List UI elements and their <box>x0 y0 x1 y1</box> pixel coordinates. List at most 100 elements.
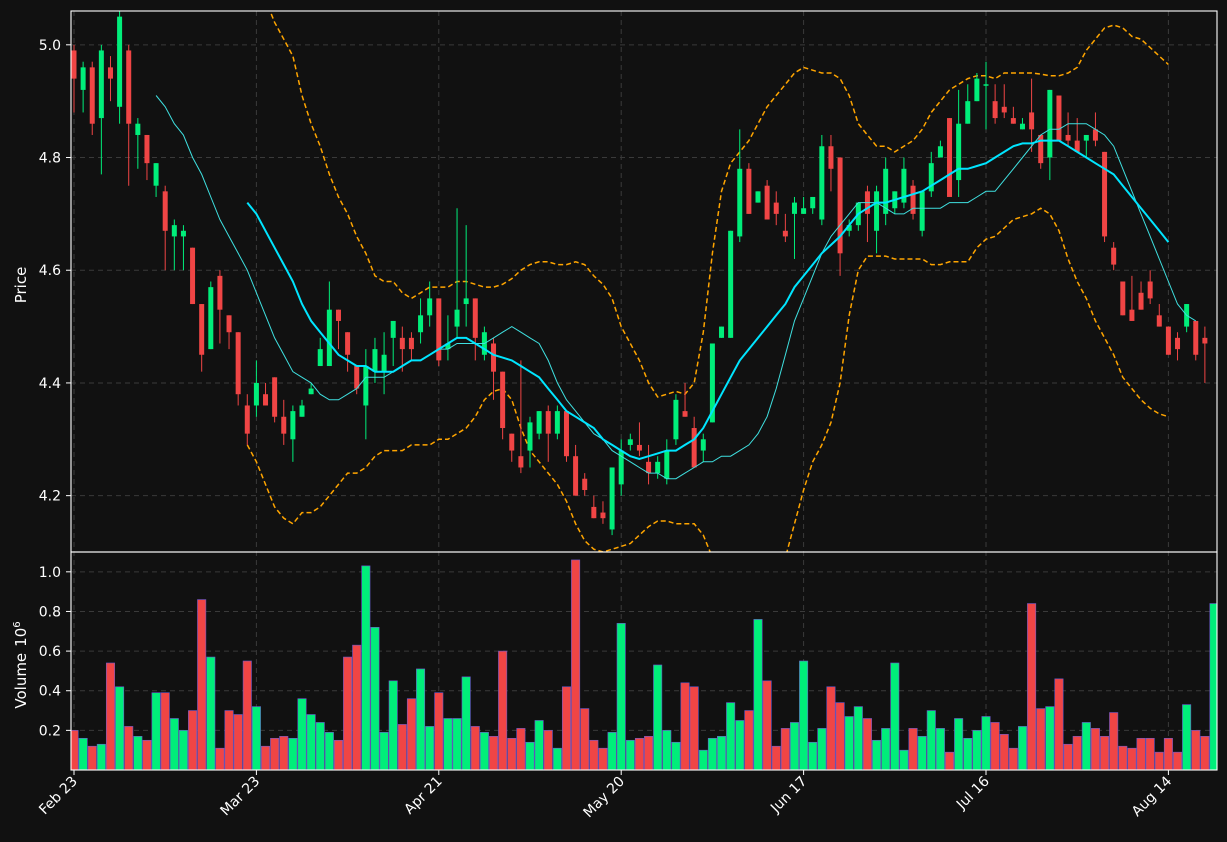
volume-bar <box>151 692 161 770</box>
candle-body <box>682 411 688 417</box>
candle-body <box>217 275 223 310</box>
candle-body <box>801 208 807 214</box>
volume-bar <box>726 702 736 770</box>
candle-body <box>600 512 606 519</box>
candle-body <box>427 298 433 316</box>
candle-body <box>1038 134 1044 164</box>
volume-bar <box>625 739 635 770</box>
volume-bar <box>1100 736 1110 770</box>
volume-tick-label: 0.4 <box>39 684 61 700</box>
volume-bar <box>406 698 416 770</box>
candle-body <box>928 163 934 192</box>
candle-body <box>208 287 214 350</box>
candle-body <box>582 478 588 491</box>
volume-bar <box>1036 708 1046 770</box>
volume-bar <box>926 710 936 770</box>
candle-body <box>180 230 186 237</box>
volume-bar <box>333 739 343 770</box>
candle-body <box>1202 337 1208 344</box>
candle-body <box>235 332 241 395</box>
volume-bar <box>890 662 900 770</box>
candle-body <box>910 185 916 214</box>
volume-bar <box>808 741 818 770</box>
volume-bar <box>862 718 872 770</box>
candle-body <box>573 456 579 496</box>
volume-bar <box>1182 704 1192 770</box>
candle-body <box>326 309 332 367</box>
volume-bar <box>1027 603 1037 770</box>
volume-bar <box>653 664 663 770</box>
candle-body <box>290 411 296 440</box>
candle-body <box>691 428 697 468</box>
volume-bar <box>87 745 97 770</box>
candle-body <box>846 225 852 231</box>
price-tick-label: 4.6 <box>39 263 61 279</box>
volume-bar <box>416 668 426 770</box>
volume-bar <box>1090 728 1100 770</box>
volume-bar <box>972 730 982 770</box>
candle-body <box>746 168 752 214</box>
volume-bar <box>899 749 909 770</box>
volume-bars <box>71 559 1217 770</box>
volume-bar <box>315 722 325 770</box>
volume-panel-frame <box>70 551 1218 771</box>
candlesticks <box>71 11 1208 536</box>
volume-bar <box>361 565 371 770</box>
volume-bar <box>470 726 480 770</box>
candle-body <box>500 371 506 429</box>
volume-bar <box>1191 730 1201 770</box>
candle-body <box>545 411 551 434</box>
volume-bar <box>534 720 544 770</box>
candle-body <box>956 123 962 181</box>
volume-bar <box>954 718 964 770</box>
candle-body <box>135 123 141 135</box>
volume-bar <box>853 706 863 770</box>
volume-bar <box>279 736 289 770</box>
volume-bar <box>71 730 79 770</box>
volume-bar <box>689 686 699 770</box>
candle-body <box>272 377 278 417</box>
candle-body <box>1019 123 1025 130</box>
volume-bar <box>434 692 444 770</box>
volume-bar <box>999 734 1009 770</box>
candle-body <box>563 411 569 457</box>
price-axis: 4.2 4.4 4.6 4.8 5.0 <box>39 38 71 505</box>
volume-bar <box>1118 745 1128 770</box>
volume-bar <box>105 662 115 770</box>
volume-bar <box>1072 736 1082 770</box>
candle-body <box>317 349 323 367</box>
candle-body <box>646 461 652 474</box>
fast-moving-average-line <box>155 95 1197 480</box>
volume-tick-label: 1.0 <box>39 565 61 581</box>
volume-bar <box>771 745 781 770</box>
candle-body <box>1001 106 1007 113</box>
candle-body <box>1120 281 1126 316</box>
candle-body <box>408 337 414 350</box>
candle-body <box>764 185 770 220</box>
candle-body <box>1029 112 1035 130</box>
volume-bar <box>844 716 854 770</box>
candle-body <box>664 450 670 479</box>
volume-bar <box>799 660 809 770</box>
candle-body <box>527 422 533 451</box>
volume-bar <box>735 720 745 770</box>
volume-bar <box>1081 722 1091 770</box>
candle-body <box>791 202 797 214</box>
volume-bar <box>507 737 517 770</box>
price-tick-label: 4.4 <box>39 376 61 392</box>
volume-bar <box>169 718 179 770</box>
candle-body <box>199 304 205 355</box>
volume-bar <box>489 736 499 770</box>
candle-body <box>144 134 150 164</box>
candle-body <box>107 67 113 79</box>
volume-bar <box>1200 736 1210 770</box>
volume-bar <box>571 559 581 770</box>
candle-body <box>737 168 743 237</box>
candle-body <box>719 326 725 338</box>
volume-bar <box>616 623 626 770</box>
volume-bar <box>461 676 471 770</box>
volume-bar <box>717 736 727 770</box>
volume-bar <box>580 708 590 770</box>
volume-bar <box>835 702 845 770</box>
volume-bar <box>607 732 617 770</box>
